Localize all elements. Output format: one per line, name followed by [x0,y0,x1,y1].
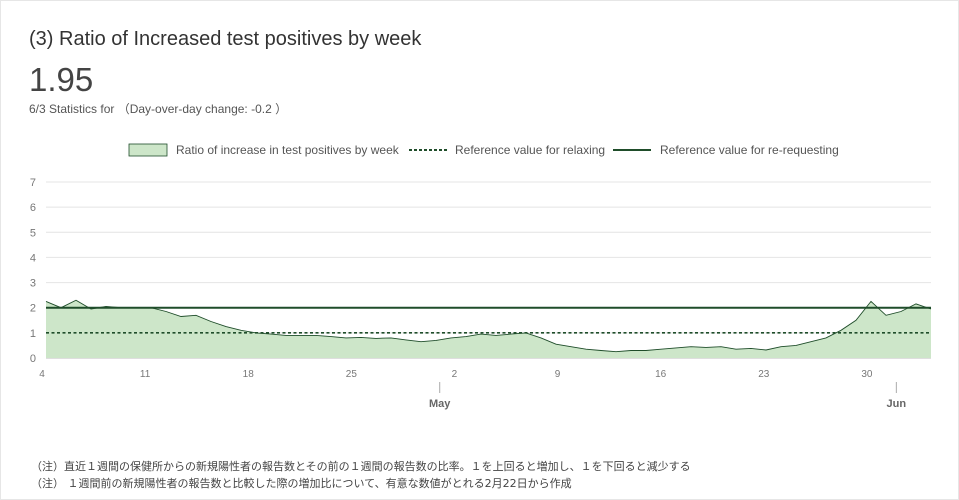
ratio-chart: Ratio of increase in test positives by w… [30,143,932,410]
y-axis: 0 1 2 3 4 5 6 7 [30,177,36,365]
ratio-area-line [45,299,932,353]
legend-label-relaxing: Reference value for relaxing [455,143,605,157]
x-tick-label: 23 [758,369,770,380]
reference-lines [46,306,931,334]
y-tick-label: 4 [30,252,36,264]
x-tick-label: 11 [140,369,151,380]
legend-item-ratio[interactable]: Ratio of increase in test positives by w… [128,143,400,157]
y-tick-label: 0 [30,353,36,365]
x-axis: 4 11 18 25 2 9 16 23 30 May Jun [39,369,906,410]
x-tick-label: 30 [861,369,873,380]
ratio-area-fill [46,300,931,358]
legend-item-re-requesting[interactable]: Reference value for re-requesting [613,143,839,157]
y-tick-label: 7 [30,177,36,189]
ratio-area-series [45,299,932,358]
legend-label-ratio: Ratio of increase in test positives by w… [176,143,400,157]
x-tick-label: 2 [452,369,458,380]
chart-title: (3) Ratio of Increased test positives by… [29,28,422,50]
statistics-subtitle: 6/3 Statistics for （Day-over-day change:… [29,102,288,116]
legend-item-relaxing[interactable]: Reference value for relaxing [409,143,605,157]
footnote-2: （注） １週間前の新規陽性者の報告数と比較した際の増加比について、有意な数値がと… [31,477,572,490]
month-label: May [429,398,451,410]
x-tick-label: 25 [346,369,358,380]
y-tick-label: 6 [30,202,36,214]
x-tick-label: 18 [243,369,255,380]
x-tick-label: 9 [555,369,561,380]
y-tick-label: 2 [30,303,36,315]
current-value: 1.95 [29,61,94,98]
legend: Ratio of increase in test positives by w… [128,143,839,157]
month-label: Jun [887,398,907,410]
x-tick-label: 16 [655,369,667,380]
footnotes: （注）直近１週間の保健所からの新規陽性者の報告数とその前の１週間の報告数の比率。… [31,458,691,492]
x-tick-label: 4 [39,369,45,380]
y-tick-label: 1 [30,328,36,340]
legend-swatch-area [128,143,168,157]
y-tick-label: 5 [30,227,36,239]
legend-label-re-requesting: Reference value for re-requesting [660,143,839,157]
y-tick-label: 3 [30,278,36,290]
footnote-1: （注）直近１週間の保健所からの新規陽性者の報告数とその前の１週間の報告数の比率。… [31,460,691,473]
